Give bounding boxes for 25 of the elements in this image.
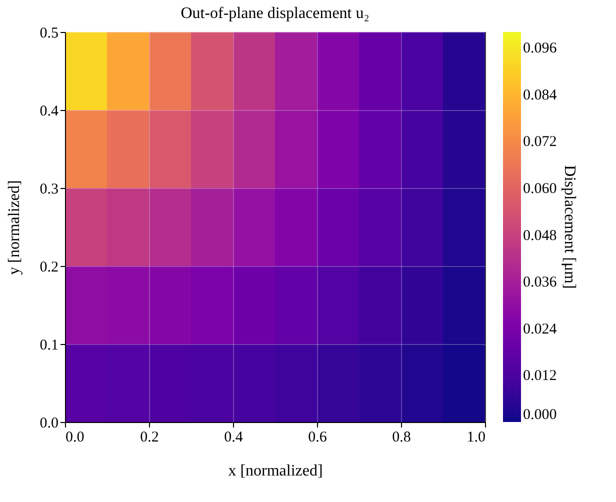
color-bar-label: 0.060 (523, 181, 557, 197)
x-tick-label: 1.0 (466, 430, 486, 446)
color-bar-label: 0.048 (523, 228, 557, 244)
x-tick-label: 0.8 (392, 430, 411, 446)
y-tick-label: 0.1 (40, 338, 58, 354)
y-axis-title: y [normalized] (6, 180, 23, 275)
x-tick-label: 0.0 (66, 430, 84, 446)
y-tick-label: 0.2 (40, 260, 58, 276)
color-bar-label: 0.084 (523, 87, 558, 104)
x-tick-label: 0.6 (308, 430, 328, 446)
y-tick-label: 0.4 (40, 104, 59, 120)
color-bar-label: 0.096 (523, 40, 558, 57)
color-bar-label: 0.024 (523, 321, 558, 338)
color-bar-label: 0.072 (523, 134, 557, 150)
y-tick-label: 0.3 (40, 182, 58, 198)
x-axis-title: x [normalized] (228, 462, 323, 480)
color-bar-title: Displacement [μm] (561, 165, 578, 289)
y-tick-label: 0.5 (40, 26, 58, 42)
color-bar-label: 0.000 (523, 407, 557, 423)
color-bar-label: 0.012 (523, 368, 557, 384)
y-tick-label: 0.0 (40, 416, 58, 432)
x-tick-label: 0.4 (224, 430, 244, 446)
color-bar-label: 0.036 (523, 274, 558, 291)
x-tick-label: 0.2 (140, 430, 159, 446)
chart-title: Out-of-plane displacement u₂ (180, 5, 370, 22)
